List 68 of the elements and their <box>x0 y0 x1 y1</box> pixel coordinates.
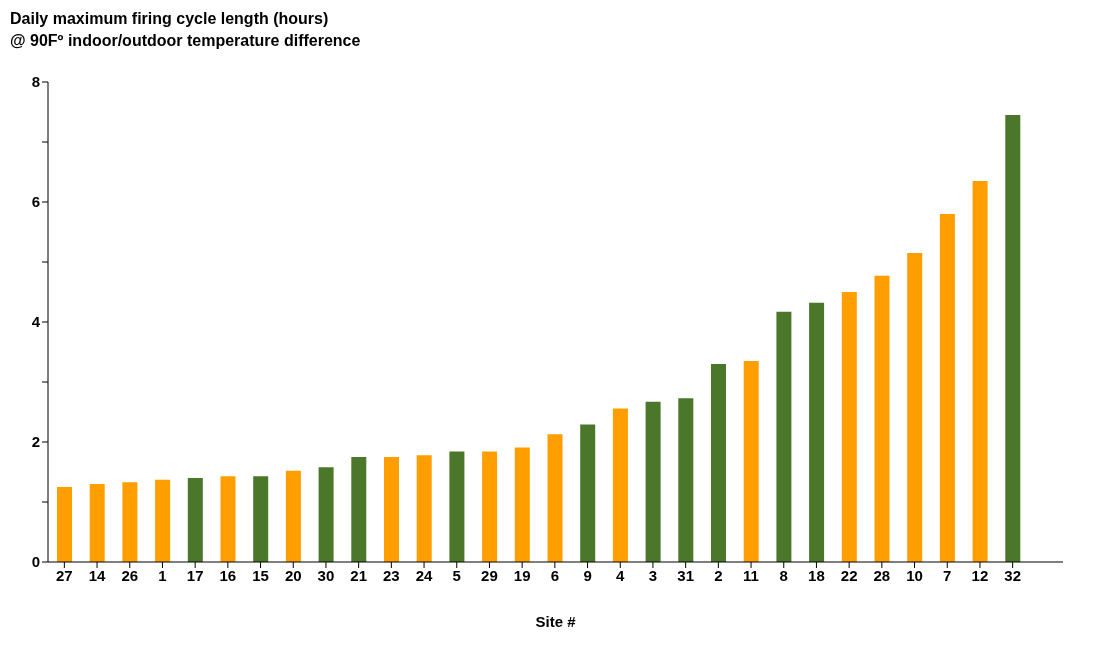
bar <box>514 447 530 562</box>
bar <box>580 424 596 562</box>
bar <box>612 408 628 562</box>
bar <box>318 467 334 562</box>
bar <box>482 451 498 562</box>
x-tick-label: 27 <box>56 566 73 584</box>
bar <box>711 364 726 562</box>
bar <box>449 451 465 562</box>
x-tick-label: 6 <box>550 566 560 584</box>
x-tick-label: 3 <box>648 566 658 584</box>
bar <box>809 302 825 562</box>
x-tick-label: 23 <box>383 566 400 584</box>
bar <box>743 361 759 562</box>
x-tick-label: 21 <box>350 566 367 584</box>
x-tick-label: 24 <box>415 566 434 584</box>
x-tick-label: 31 <box>677 566 694 584</box>
bar <box>1005 115 1021 562</box>
bar <box>645 401 661 562</box>
x-axis-title: Site # <box>535 613 577 630</box>
bar <box>220 476 236 562</box>
x-tick-label: 5 <box>452 566 461 584</box>
bar <box>89 484 105 562</box>
bar <box>122 482 138 562</box>
bar <box>678 398 694 562</box>
x-tick-label: 14 <box>88 566 107 584</box>
bar <box>874 275 890 562</box>
x-tick-label: 9 <box>583 566 592 584</box>
bar <box>939 214 955 562</box>
chart-subtitle: @ 90Fº indoor/outdoor temperature difference <box>10 31 362 51</box>
x-tick-label: 30 <box>317 566 335 584</box>
x-tick-label: 2 <box>714 566 723 584</box>
x-tick-label: 20 <box>284 566 302 584</box>
x-tick-label: 16 <box>219 566 237 584</box>
y-tick-label: 6 <box>31 193 40 211</box>
y-tick-label: 2 <box>31 433 40 451</box>
x-tick-label: 26 <box>121 566 139 584</box>
x-tick-label: 22 <box>840 566 858 584</box>
y-tick-label: 0 <box>31 553 40 571</box>
bar <box>155 479 171 562</box>
x-tick-label: 28 <box>873 566 891 584</box>
chart-title: Daily maximum firing cycle length (hours) <box>10 9 330 29</box>
bar <box>253 476 269 562</box>
y-tick-label: 8 <box>31 73 40 91</box>
bar <box>57 487 72 562</box>
bar <box>285 470 301 562</box>
x-tick-label: 8 <box>779 566 788 584</box>
x-tick-label: 19 <box>513 566 531 584</box>
x-tick-label: 1 <box>158 566 167 584</box>
x-tick-label: 11 <box>743 566 759 584</box>
x-tick-label: 29 <box>481 566 498 584</box>
x-tick-label: 4 <box>616 566 626 584</box>
bar <box>351 457 367 562</box>
x-tick-label: 10 <box>906 566 923 584</box>
bar <box>907 253 923 562</box>
bar <box>841 292 857 562</box>
bar <box>416 455 432 562</box>
x-tick-label: 12 <box>971 566 989 584</box>
x-tick-label: 15 <box>252 566 269 584</box>
x-tick-label: 17 <box>186 566 204 584</box>
x-tick-label: 7 <box>943 566 952 584</box>
x-tick-label: 18 <box>808 566 825 584</box>
bar <box>972 181 988 562</box>
bar <box>187 478 203 562</box>
bar <box>776 311 792 562</box>
x-tick-label: 32 <box>1004 566 1021 584</box>
bar <box>384 457 399 562</box>
bar <box>547 434 563 562</box>
y-tick-label: 4 <box>31 313 41 331</box>
